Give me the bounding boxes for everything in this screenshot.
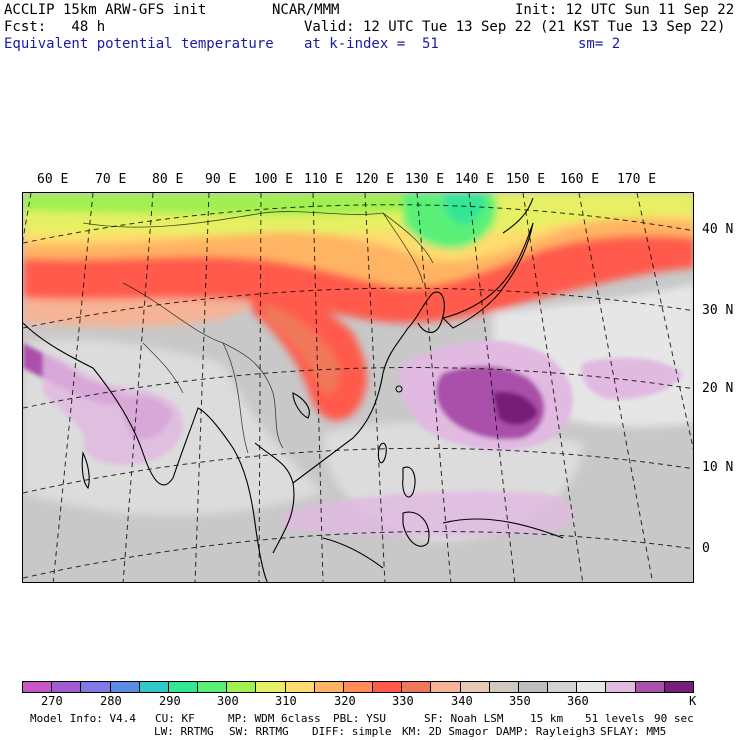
init-time: Init: 12 UTC Sun 11 Sep 22: [515, 2, 735, 18]
lon-label: 60 E: [37, 172, 69, 187]
field-name: Equivalent potential temperature: [4, 36, 274, 52]
colorbar-swatch: [198, 682, 228, 692]
colorbar-swatch: [635, 682, 665, 692]
colorbar-tick: 310: [275, 694, 297, 708]
footer-item: PBL: YSU: [333, 712, 386, 725]
footer-item: LW: RRTMG: [154, 725, 214, 738]
colorbar-swatch: [314, 682, 344, 692]
model-title: ACCLIP 15km ARW-GFS init: [4, 2, 207, 18]
lon-label: 110 E: [304, 172, 344, 187]
lon-label: 90 E: [205, 172, 237, 187]
colorbar-swatch: [227, 682, 257, 692]
lon-label: 130 E: [405, 172, 445, 187]
lat-label: 20 N: [702, 381, 734, 396]
footer-item: SF: Noah LSM: [424, 712, 504, 725]
lat-label: 10 N: [702, 460, 734, 475]
colorbar-swatch: [81, 682, 111, 692]
colorbar-tick: 350: [509, 694, 531, 708]
colorbar-swatch: [23, 682, 53, 692]
center-name: NCAR/MMM: [272, 2, 340, 18]
lon-label: 120 E: [355, 172, 395, 187]
lat-label: 30 N: [702, 303, 734, 318]
coastlines: [23, 197, 564, 582]
lon-label: 150 E: [506, 172, 546, 187]
colorbar-swatch: [606, 682, 636, 692]
colorbar-swatch: [548, 682, 578, 692]
footer-item: DIFF: simple: [312, 725, 392, 738]
colorbar-swatch: [343, 682, 374, 692]
colorbar-tick: 280: [100, 694, 122, 708]
colorbar-swatch: [110, 682, 140, 692]
colorbar-swatch: [577, 682, 607, 692]
lat-label: 0: [702, 541, 710, 556]
lon-label: 70 E: [95, 172, 127, 187]
lon-label: 160 E: [560, 172, 600, 187]
forecast-hour: Fcst: 48 h: [4, 19, 106, 35]
footer-item: 90 sec: [654, 712, 694, 725]
colorbar-swatch: [52, 682, 82, 692]
footer-item: 51 levels: [585, 712, 645, 725]
footer-item: CU: KF: [155, 712, 195, 725]
valid-time: Valid: 12 UTC Tue 13 Sep 22 (21 KST Tue …: [304, 19, 726, 35]
colorbar-unit: K: [689, 694, 697, 708]
lon-label: 100 E: [254, 172, 294, 187]
lon-label: 170 E: [617, 172, 657, 187]
footer-item: KM: 2D Smagor: [402, 725, 489, 738]
footer-item: DAMP: Rayleigh3: [496, 725, 596, 738]
colorbar-tick: 320: [334, 694, 356, 708]
colorbar-tick: 300: [217, 694, 239, 708]
graticule: [23, 193, 693, 582]
colorbar-swatch: [373, 682, 403, 692]
colorbar-swatch: [168, 682, 199, 692]
footer-item: SFLAY: MM5: [600, 725, 667, 738]
footer-item: SW: RRTMG: [229, 725, 289, 738]
smoothing: sm= 2: [578, 36, 621, 52]
borders: [82, 211, 434, 454]
colorbar-tick: 270: [41, 694, 63, 708]
lat-label: 40 N: [702, 222, 734, 237]
colorbar-swatch: [664, 682, 693, 692]
footer-item: 15 km: [530, 712, 564, 725]
colorbar-swatch: [139, 682, 169, 692]
colorbar-swatch: [285, 682, 315, 692]
footer-item: Model Info: V4.4: [30, 712, 136, 725]
level-index: at k-index = 51: [304, 36, 439, 52]
storm-eye: [395, 385, 403, 393]
colorbar-tick: 330: [392, 694, 414, 708]
colorbar-swatch: [431, 682, 461, 692]
colorbar-swatch: [460, 682, 490, 692]
lon-label: 80 E: [152, 172, 184, 187]
colorbar-swatch: [256, 682, 286, 692]
colorbar-swatch: [402, 682, 432, 692]
colorbar: [22, 681, 694, 693]
colorbar-tick: 290: [159, 694, 181, 708]
colorbar-swatch: [518, 682, 549, 692]
colorbar-swatch: [489, 682, 519, 692]
colorbar-tick: 340: [451, 694, 473, 708]
footer-item: MP: WDM 6class: [228, 712, 321, 725]
colorbar-tick: 360: [567, 694, 589, 708]
lon-label: 140 E: [455, 172, 495, 187]
theta-e-map: [22, 192, 694, 583]
